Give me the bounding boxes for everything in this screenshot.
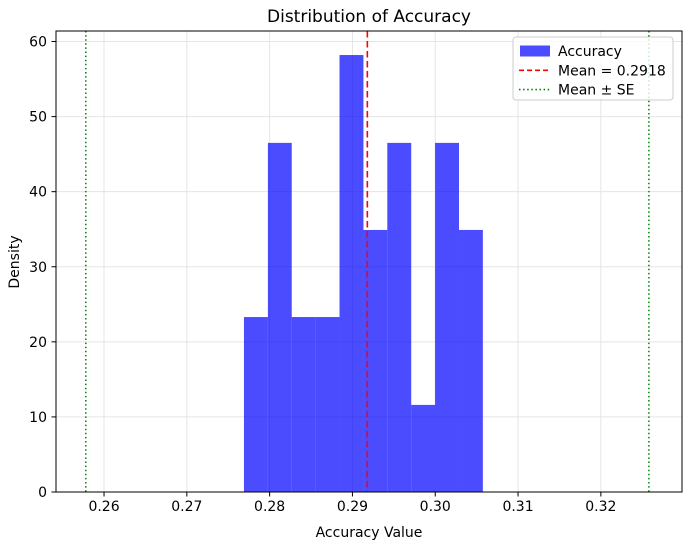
- x-tick-label: 0.26: [88, 499, 119, 515]
- histogram-bars: [243, 55, 483, 492]
- legend: Accuracy Mean = 0.2918 Mean ± SE: [512, 36, 674, 101]
- y-tick-label: 30: [29, 260, 47, 276]
- histogram-bar: [339, 55, 364, 492]
- legend-label: Mean = 0.2918: [558, 63, 666, 79]
- legend-box: [512, 36, 674, 101]
- legend-swatch-patch: [520, 45, 550, 57]
- y-tick-label: 0: [38, 485, 47, 501]
- reference-lines: [85, 31, 650, 492]
- x-tick-label: 0.31: [502, 499, 533, 515]
- histogram-bar: [435, 142, 460, 492]
- y-tick-label: 20: [29, 335, 47, 351]
- legend-label: Accuracy: [558, 44, 622, 60]
- legend-label: Mean ± SE: [558, 83, 635, 99]
- histogram-bar: [387, 142, 412, 492]
- x-tick-label: 0.32: [585, 499, 616, 515]
- chart-title: Distribution of Accuracy: [267, 7, 471, 27]
- x-tick-label: 0.28: [254, 499, 285, 515]
- y-tick-label: 60: [29, 35, 47, 51]
- y-tick-label: 40: [29, 185, 47, 201]
- histogram-bar: [459, 229, 483, 492]
- plot-border: [55, 30, 683, 493]
- histogram-bar: [243, 317, 268, 492]
- x-axis-label: Accuracy Value: [316, 525, 423, 541]
- y-axis-label: Density: [7, 235, 23, 288]
- y-tick-label: 50: [29, 110, 47, 126]
- x-tick-label: 0.30: [420, 499, 451, 515]
- histogram-bar: [291, 317, 316, 492]
- x-axis-ticks: 0.26 0.27 0.28 0.29 0.30 0.31 0.32: [88, 492, 616, 515]
- x-tick-label: 0.29: [337, 499, 368, 515]
- histogram-bar: [411, 404, 436, 492]
- histogram-bar: [267, 142, 292, 492]
- histogram-bar: [315, 317, 340, 492]
- histogram-bar: [363, 229, 388, 492]
- y-axis-ticks: 0 10 20 30 40 50 60: [29, 35, 56, 501]
- x-tick-label: 0.27: [171, 499, 202, 515]
- y-tick-label: 10: [29, 410, 47, 426]
